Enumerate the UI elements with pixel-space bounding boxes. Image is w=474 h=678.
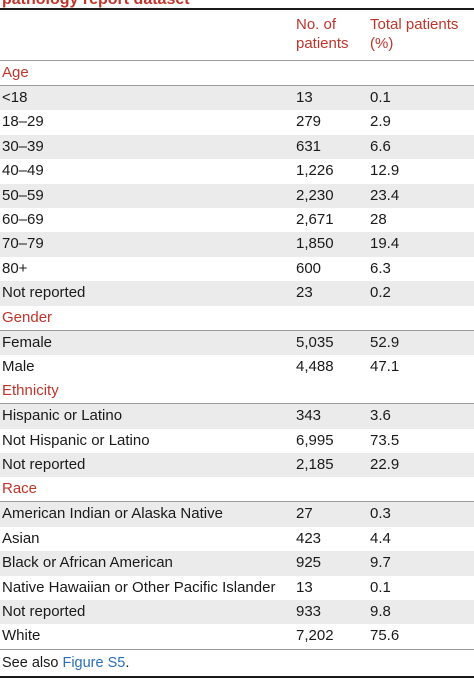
row-patients: 4,488 bbox=[296, 357, 334, 375]
row-percent: 0.1 bbox=[370, 578, 391, 596]
row-label: Not Hispanic or Latino bbox=[2, 431, 150, 449]
row-percent: 6.6 bbox=[370, 137, 391, 155]
table-row: Not reported 933 9.8 bbox=[0, 600, 474, 625]
row-patients: 1,850 bbox=[296, 235, 334, 253]
table-row: 40–49 1,226 12.9 bbox=[0, 159, 474, 183]
header-patients: No. of patients bbox=[296, 16, 349, 52]
row-label: Female bbox=[2, 333, 53, 351]
table-row: White 7,202 75.6 bbox=[0, 624, 474, 648]
table-row: 50–59 2,230 23.4 bbox=[0, 183, 474, 208]
row-label: 80+ bbox=[2, 259, 28, 277]
row-label: Black or African American bbox=[2, 554, 173, 572]
row-percent: 9.8 bbox=[370, 603, 391, 621]
row-percent: 2.9 bbox=[370, 113, 391, 131]
table-row: Hispanic or Latino 343 3.6 bbox=[0, 404, 474, 429]
row-patients: 600 bbox=[296, 259, 322, 277]
row-patients: 2,230 bbox=[296, 186, 334, 204]
row-percent: 47.1 bbox=[370, 357, 400, 375]
table-header: No. of patients Total patients (%) bbox=[0, 10, 474, 60]
row-label: Not reported bbox=[2, 603, 86, 621]
row-percent: 19.4 bbox=[370, 235, 400, 253]
row-percent: 3.6 bbox=[370, 407, 391, 425]
row-percent: 73.5 bbox=[370, 431, 400, 449]
table-row: Not reported 2,185 22.9 bbox=[0, 453, 474, 478]
row-patients: 343 bbox=[296, 407, 322, 425]
row-patients: 27 bbox=[296, 505, 313, 523]
row-patients: 2,671 bbox=[296, 210, 334, 228]
row-patients: 7,202 bbox=[296, 627, 334, 645]
row-patients: 933 bbox=[296, 603, 322, 621]
row-patients: 279 bbox=[296, 113, 322, 131]
row-label: American Indian or Alaska Native bbox=[2, 505, 223, 523]
table-caption: pathology report dataset bbox=[2, 0, 190, 9]
row-percent: 22.9 bbox=[370, 456, 400, 474]
row-label: Not reported bbox=[2, 456, 86, 474]
row-label: 18–29 bbox=[2, 113, 44, 131]
table-row: Black or African American 925 9.7 bbox=[0, 551, 474, 576]
row-percent: 52.9 bbox=[370, 333, 400, 351]
table-row: 30–39 631 6.6 bbox=[0, 134, 474, 160]
table-row: Not Hispanic or Latino 6,995 73.5 bbox=[0, 429, 474, 453]
section-header: Gender bbox=[0, 306, 474, 331]
row-patients: 13 bbox=[296, 578, 313, 596]
row-patients: 631 bbox=[296, 137, 322, 155]
row-label: 70–79 bbox=[2, 235, 44, 253]
row-patients: 6,995 bbox=[296, 431, 334, 449]
table-row: 80+ 600 6.3 bbox=[0, 257, 474, 281]
bottom-rule bbox=[0, 648, 474, 650]
table-row: Native Hawaiian or Other Pacific Islande… bbox=[0, 576, 474, 600]
row-label: Asian bbox=[2, 529, 40, 547]
section-header: Race bbox=[0, 477, 474, 503]
figure-s5-link[interactable]: Figure S5 bbox=[62, 654, 126, 671]
row-label: Hispanic or Latino bbox=[2, 407, 123, 425]
row-label: 60–69 bbox=[2, 210, 44, 228]
table-body: Age <18 13 0.1 18–29 279 2.9 30–39 631 6.6 40–49 1,… bbox=[0, 61, 474, 649]
table-row: <18 13 0.1 bbox=[0, 86, 474, 111]
table-footnote: See also Figure S5. bbox=[0, 650, 474, 676]
header-percent: Total patients (%) bbox=[370, 16, 459, 52]
footnote-text: See also bbox=[2, 654, 63, 671]
row-percent: 28 bbox=[370, 210, 387, 228]
table-row: 60–69 2,671 28 bbox=[0, 208, 474, 232]
row-label: Not reported bbox=[2, 284, 86, 302]
top-rule bbox=[0, 8, 474, 10]
row-patients: 2,185 bbox=[296, 456, 334, 474]
table-row: Asian 423 4.4 bbox=[0, 527, 474, 551]
footnote-end: . bbox=[125, 654, 130, 671]
demographics-table: No. of patients Total patients (%) Age <1… bbox=[0, 8, 474, 678]
row-percent: 6.3 bbox=[370, 259, 391, 277]
row-percent: 9.7 bbox=[370, 554, 391, 572]
row-percent: 0.2 bbox=[370, 284, 391, 302]
row-percent: 23.4 bbox=[370, 186, 400, 204]
row-label: White bbox=[2, 627, 41, 645]
row-label: 50–59 bbox=[2, 186, 44, 204]
row-label: <18 bbox=[2, 89, 28, 106]
row-percent: 0.1 bbox=[370, 89, 391, 106]
row-patients: 5,035 bbox=[296, 333, 334, 351]
row-patients: 23 bbox=[296, 284, 313, 302]
header-rule bbox=[0, 60, 474, 61]
row-patients: 925 bbox=[296, 554, 322, 572]
row-label: 30–39 bbox=[2, 137, 44, 155]
row-patients: 1,226 bbox=[296, 162, 334, 180]
row-percent: 4.4 bbox=[370, 529, 391, 547]
row-label: Male bbox=[2, 357, 35, 375]
row-percent: 75.6 bbox=[370, 627, 400, 645]
table-row: American Indian or Alaska Native 27 0.3 bbox=[0, 502, 474, 527]
row-percent: 0.3 bbox=[370, 505, 391, 523]
table-row: Female 5,035 52.9 bbox=[0, 330, 474, 355]
row-label: Native Hawaiian or Other Pacific Islande… bbox=[2, 578, 276, 596]
section-header: Age bbox=[0, 61, 474, 86]
table-row: 18–29 279 2.9 bbox=[0, 110, 474, 134]
row-patients: 423 bbox=[296, 529, 322, 547]
table-row: Male 4,488 47.1 bbox=[0, 355, 474, 379]
row-patients: 13 bbox=[296, 89, 313, 106]
table-row: 70–79 1,850 19.4 bbox=[0, 232, 474, 257]
section-header: Ethnicity bbox=[0, 379, 474, 405]
row-label: 40–49 bbox=[2, 162, 44, 180]
row-percent: 12.9 bbox=[370, 162, 400, 180]
table-row: Not reported 23 0.2 bbox=[0, 281, 474, 306]
